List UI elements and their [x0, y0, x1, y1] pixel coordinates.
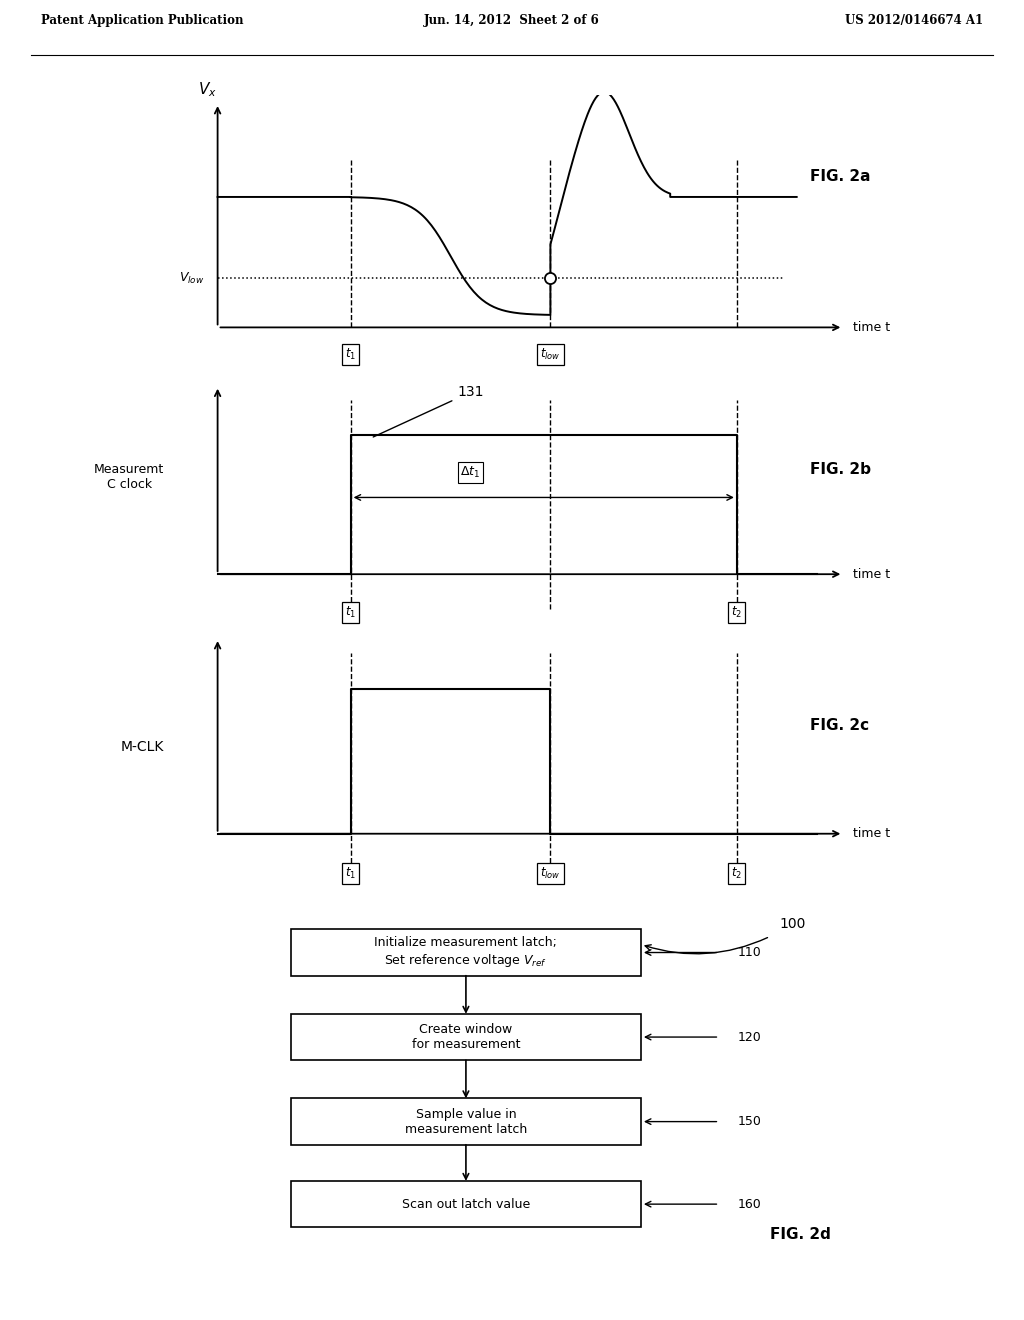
FancyBboxPatch shape — [291, 929, 641, 975]
Text: Scan out latch value: Scan out latch value — [401, 1197, 530, 1210]
Text: $t_{low}$: $t_{low}$ — [540, 866, 561, 880]
Text: FIG. 2b: FIG. 2b — [810, 462, 871, 477]
Text: Initialize measurement latch;
Set reference voltage $V_{ref}$: Initialize measurement latch; Set refere… — [375, 936, 557, 969]
Text: M-CLK: M-CLK — [121, 739, 164, 754]
Text: $t_1$: $t_1$ — [345, 605, 356, 620]
Text: Jun. 14, 2012  Sheet 2 of 6: Jun. 14, 2012 Sheet 2 of 6 — [424, 13, 600, 26]
Text: $t_1$: $t_1$ — [345, 347, 356, 362]
Text: $t_1$: $t_1$ — [345, 866, 356, 880]
Text: $V_x$: $V_x$ — [199, 81, 217, 99]
Text: time t: time t — [853, 828, 891, 841]
Text: Sample value in
measurement latch: Sample value in measurement latch — [404, 1107, 527, 1135]
FancyBboxPatch shape — [291, 1098, 641, 1144]
Text: $t_{low}$: $t_{low}$ — [540, 347, 561, 362]
Text: 100: 100 — [779, 917, 806, 932]
Text: FIG. 2d: FIG. 2d — [770, 1226, 830, 1242]
Text: 131: 131 — [373, 385, 483, 437]
Text: 160: 160 — [738, 1197, 762, 1210]
Text: FIG. 2a: FIG. 2a — [810, 169, 870, 183]
Text: $V_{low}$: $V_{low}$ — [179, 271, 205, 286]
Text: time t: time t — [853, 321, 891, 334]
Text: Measuremt
C clock: Measuremt C clock — [94, 462, 164, 491]
Text: US 2012/0146674 A1: US 2012/0146674 A1 — [845, 13, 983, 26]
FancyBboxPatch shape — [291, 1181, 641, 1228]
Text: 150: 150 — [738, 1115, 762, 1129]
Text: FIG. 2c: FIG. 2c — [810, 718, 869, 733]
Text: time t: time t — [853, 568, 891, 581]
Text: Create window
for measurement: Create window for measurement — [412, 1023, 520, 1051]
Text: Patent Application Publication: Patent Application Publication — [41, 13, 244, 26]
Text: $t_2$: $t_2$ — [731, 866, 742, 880]
Text: $t_2$: $t_2$ — [731, 605, 742, 620]
Text: $\Delta t_1$: $\Delta t_1$ — [461, 465, 480, 480]
FancyBboxPatch shape — [291, 1014, 641, 1060]
Text: 120: 120 — [738, 1031, 762, 1044]
Text: 110: 110 — [738, 946, 762, 960]
